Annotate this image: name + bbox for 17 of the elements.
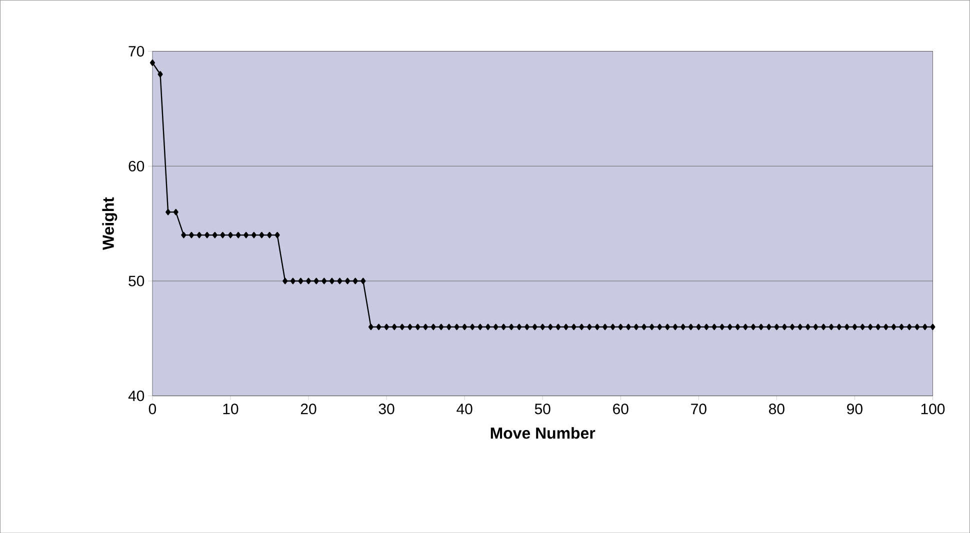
x-tick-label: 20 — [300, 403, 316, 414]
x-tick-label: 0 — [148, 403, 156, 414]
x-tick-label: 30 — [378, 403, 394, 414]
y-tick-label: 40 — [128, 390, 144, 402]
x-tick-label: 80 — [769, 403, 784, 414]
x-tick-label: 10 — [223, 403, 238, 414]
x-tick-label: 50 — [534, 403, 550, 414]
x-tick-label: 70 — [691, 403, 706, 414]
y-tick-label: 60 — [128, 160, 144, 172]
x-tick-label: 40 — [456, 403, 472, 414]
x-tick-label: 100 — [921, 403, 945, 414]
y-tick-label: 70 — [128, 46, 144, 56]
x-axis-title: Move Number — [490, 426, 596, 439]
x-tick-label: 60 — [613, 403, 628, 414]
y-tick-label: 50 — [128, 276, 144, 286]
x-tick-label: 90 — [847, 403, 862, 414]
y-axis-title: Weight — [102, 197, 118, 250]
